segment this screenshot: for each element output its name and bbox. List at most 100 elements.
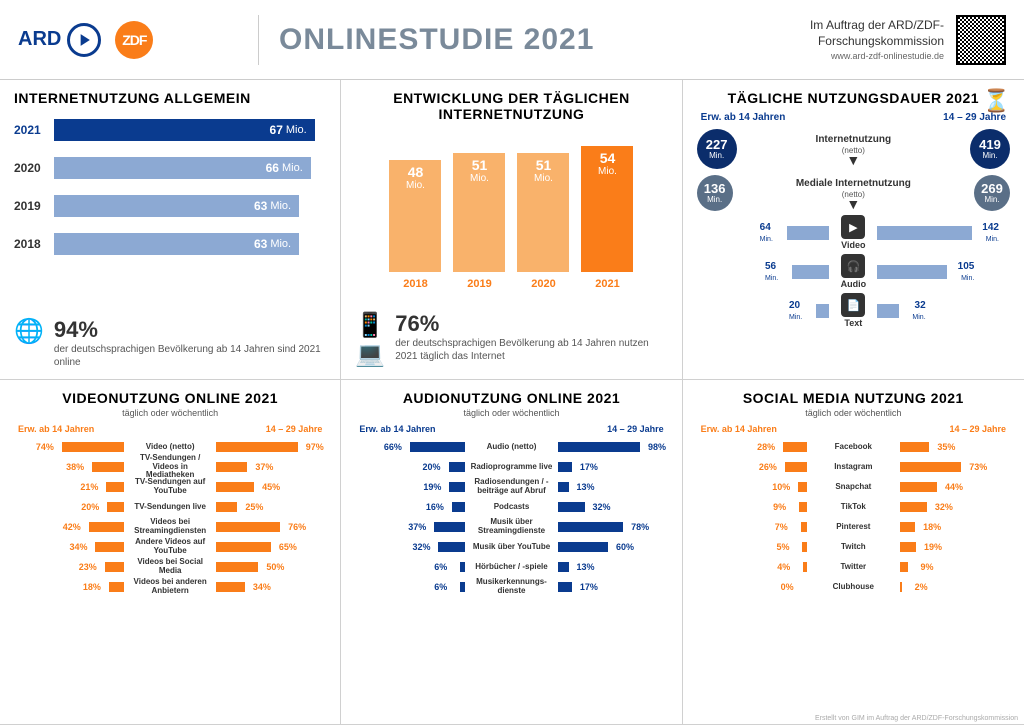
panel5-rows: 66%Audio (netto)98%20%Radioprogramme liv… (355, 440, 667, 594)
pair-val-left: 34% (69, 542, 95, 552)
panel3-title: TÄGLICHE NUTZUNGSDAUER 2021 (697, 90, 1010, 106)
duration-circle-row: 227Min.Internetnutzung(netto)▼419Min. (697, 129, 1010, 169)
pair-bar-right (900, 562, 908, 572)
pair-row: 38%TV-Sendungen / Videos in Mediatheken3… (14, 460, 326, 474)
pair-label: Radiosendungen / -beiträge auf Abruf (465, 478, 557, 496)
pair-label: Andere Videos auf YouTube (124, 538, 216, 556)
pair-val-left: 28% (757, 442, 783, 452)
du-mid: ▶Video (833, 215, 873, 250)
pair-label: TV-Sendungen auf YouTube (124, 478, 216, 496)
pair-row: 37%Musik über Streamingdienste78% (355, 520, 667, 534)
hourglass-icon: ⏳ (983, 88, 1010, 114)
vbar: 54Mio.2021 (581, 146, 633, 290)
header: ARD ZDF ONLINESTUDIE 2021 Im Auftrag der… (0, 0, 1024, 80)
pair-val-right: 19% (916, 542, 942, 552)
panel-audio-usage: AUDIONUTZUNG ONLINE 2021 täglich oder wö… (341, 380, 682, 725)
pair-val-left: 5% (776, 542, 802, 552)
du-bar-right (877, 265, 947, 279)
panel6-title: SOCIAL MEDIA NUTZUNG 2021 (697, 390, 1010, 406)
panel5-group-header: Erw. ab 14 Jahren 14 – 29 Jahre (355, 424, 667, 434)
pair-bar-right (216, 582, 245, 592)
panel4-subtitle: täglich oder wöchentlich (14, 408, 326, 418)
pair-row: 0%Clubhouse2% (697, 580, 1010, 594)
du-category-label: Video (841, 240, 865, 250)
panel1-bars: 202167 Mio.202066 Mio.201963 Mio.201863 … (14, 116, 326, 258)
du-mid: 📄Text (833, 293, 873, 328)
hbar-fill: 67 Mio. (54, 119, 315, 141)
pair-left: 20% (14, 502, 124, 512)
panel4-title: VIDEONUTZUNG ONLINE 2021 (14, 390, 326, 406)
pair-label: Twitch (807, 543, 900, 552)
panel2-summary: 📱💻 76% der deutschsprachigen Bevölkerung… (355, 311, 667, 369)
pair-right: 78% (558, 522, 668, 532)
ard-circle-icon (67, 23, 101, 57)
pair-val-left: 23% (79, 562, 105, 572)
pair-bar-left (449, 462, 466, 472)
pair-left: 42% (14, 522, 124, 532)
pair-right: 98% (558, 442, 668, 452)
pair-bar-left (62, 442, 124, 452)
pair-left: 74% (14, 442, 124, 452)
pair-right: 17% (558, 582, 668, 592)
pair-left: 7% (697, 522, 807, 532)
pair-bar-right (216, 562, 258, 572)
hbar-track: 67 Mio. (54, 119, 326, 141)
infographic-page: ARD ZDF ONLINESTUDIE 2021 Im Auftrag der… (0, 0, 1024, 725)
pair-bar-left (89, 522, 124, 532)
panel3-bar-rows: 64Min.▶Video142Min.56Min.🎧Audio105Min.20… (697, 215, 1010, 328)
hbar-track: 66 Mio. (54, 157, 326, 179)
pair-val-left: 74% (36, 442, 62, 452)
pair-bar-right (558, 462, 572, 472)
circle-right: 419Min. (970, 129, 1010, 169)
pair-bar-right (900, 502, 927, 512)
pair-bar-left (438, 542, 465, 552)
pair-bar-left (785, 462, 807, 472)
pair-val-left: 38% (66, 462, 92, 472)
hbar-year: 2018 (14, 237, 54, 251)
panel-video-usage: VIDEONUTZUNG ONLINE 2021 täglich oder wö… (0, 380, 341, 725)
pair-val-right: 78% (623, 522, 649, 532)
pair-label: Videos bei Streamingdiensten (124, 518, 216, 536)
panel4-rows: 74%Video (netto)97%38%TV-Sendungen / Vid… (14, 440, 326, 594)
pair-left: 66% (355, 442, 465, 452)
pair-right: 2% (900, 582, 1010, 592)
pair-val-left: 0% (781, 582, 807, 592)
pair-right: 13% (558, 562, 668, 572)
panel5-left-group: Erw. ab 14 Jahren (359, 424, 435, 434)
du-val-right: 32Min. (902, 300, 926, 322)
pair-bar-right (558, 442, 640, 452)
panel6-rows: 28%Facebook35%26%Instagram73%10%Snapchat… (697, 440, 1010, 594)
pair-left: 10% (697, 482, 807, 492)
pair-bar-left (799, 502, 807, 512)
pair-bar-left (410, 442, 465, 452)
du-bar-left (792, 265, 829, 279)
duration-circle-row: 136Min.Mediale Internetnutzung(netto)▼26… (697, 175, 1010, 211)
panel5-right-group: 14 – 29 Jahre (607, 424, 664, 434)
pair-label: Twitter (807, 563, 900, 572)
pair-right: 76% (216, 522, 326, 532)
pair-val-left: 16% (426, 502, 452, 512)
qr-code-icon (956, 15, 1006, 65)
pair-row: 32%Musik über YouTube60% (355, 540, 667, 554)
logos: ARD ZDF (18, 21, 238, 59)
pair-row: 20%TV-Sendungen live25% (14, 500, 326, 514)
divider (258, 15, 259, 65)
pair-val-right: 17% (572, 462, 598, 472)
pair-right: 34% (216, 582, 326, 592)
pair-val-left: 37% (408, 522, 434, 532)
pair-val-right: 35% (929, 442, 955, 452)
vbar-label: 2019 (467, 278, 491, 290)
pair-label: Videos bei Social Media (124, 558, 216, 576)
pair-bar-left (783, 442, 807, 452)
pair-val-right: 37% (247, 462, 273, 472)
pair-right: 97% (216, 442, 326, 452)
duration-center: Mediale Internetnutzung(netto)▼ (735, 178, 972, 208)
panel3-circle-rows: 227Min.Internetnutzung(netto)▼419Min. 136… (697, 129, 1010, 211)
panel5-subtitle: täglich oder wöchentlich (355, 408, 667, 418)
vbar-fill: 51Mio. (453, 153, 505, 272)
pair-left: 18% (14, 582, 124, 592)
pair-bar-right (216, 502, 237, 512)
pair-row: 5% Twitch 19% (697, 540, 1010, 554)
pair-bar-right (900, 462, 961, 472)
pair-label: Musik über YouTube (465, 543, 557, 552)
